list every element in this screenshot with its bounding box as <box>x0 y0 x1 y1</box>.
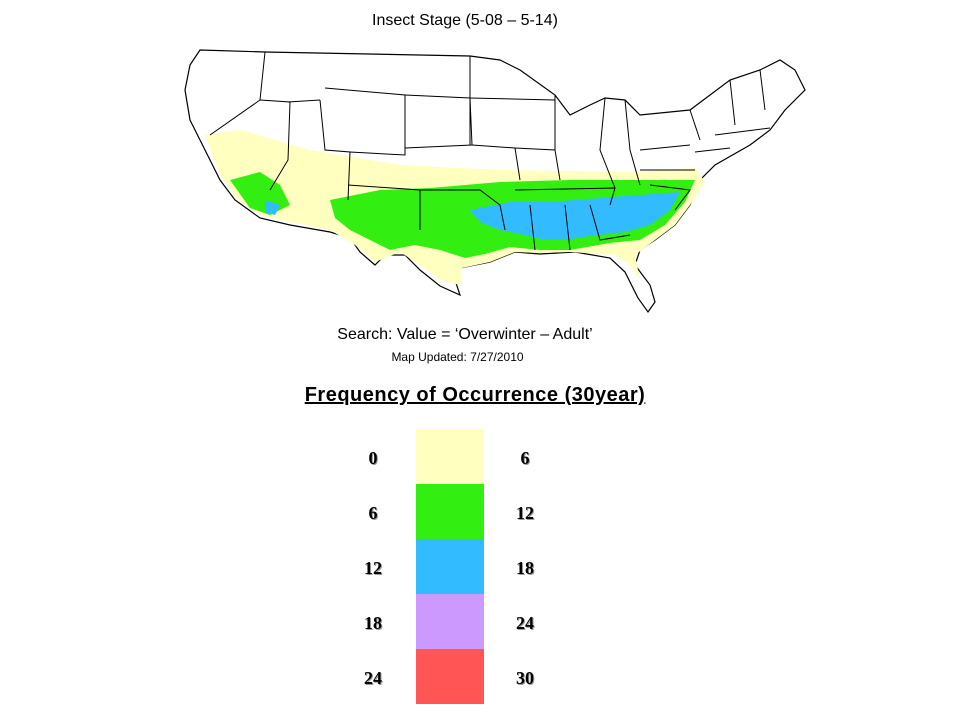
legend-swatch-24-30 <box>416 649 484 704</box>
zone-12-18 <box>265 192 680 240</box>
legend-high-label: 18 <box>516 558 534 578</box>
map-updated-date: Map Updated: 7/27/2010 <box>391 350 524 364</box>
legend-high-label: 24 <box>516 613 534 633</box>
legend-swatch-18-24 <box>416 594 484 649</box>
legend-low-label: 6 <box>368 503 378 523</box>
state-borders <box>209 51 771 251</box>
legend-low-label: 18 <box>364 613 382 633</box>
legend-low-label: 12 <box>364 558 382 578</box>
legend-swatch-6-12 <box>416 484 484 539</box>
legend-swatch-0-6 <box>416 429 484 484</box>
legend-low-label: 24 <box>364 668 382 688</box>
search-caption: Search: Value = ‘Overwinter – Adult’ <box>337 326 593 343</box>
map-title: Insect Stage (5-08 – 5-14) <box>372 12 558 29</box>
legend-high-label: 30 <box>516 668 534 688</box>
legend-title: Frequency of Occurrence (30year) <box>304 384 646 406</box>
legend-low-label: 0 <box>368 448 378 468</box>
legend-high-label: 12 <box>516 503 534 523</box>
legend-swatch-12-18 <box>416 539 484 594</box>
legend-high-label: 6 <box>520 448 530 468</box>
us-frequency-map <box>184 49 806 314</box>
